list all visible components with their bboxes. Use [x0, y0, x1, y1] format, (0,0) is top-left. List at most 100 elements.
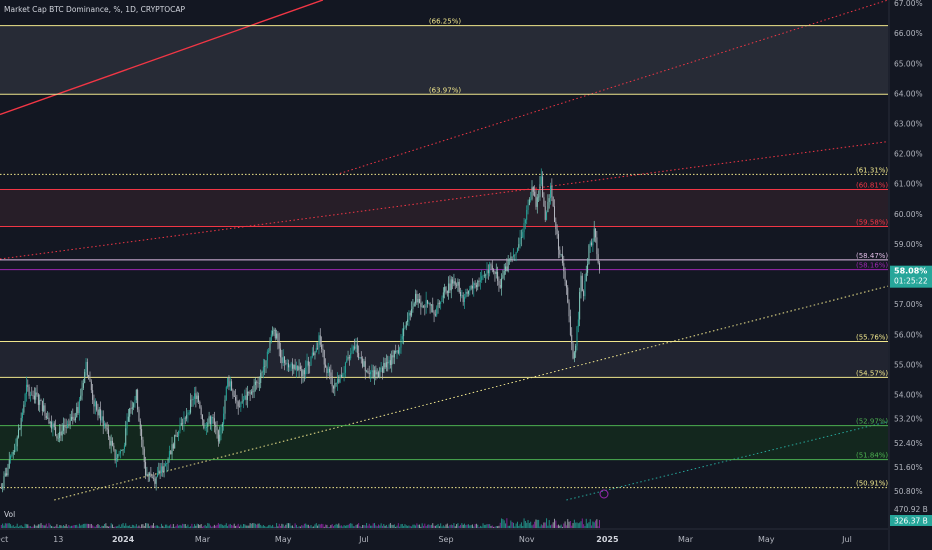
candle-body: [178, 430, 180, 437]
volume-bar: [219, 524, 221, 528]
candle-body: [102, 416, 104, 426]
candle-body: [265, 360, 267, 367]
candle-body: [28, 387, 30, 396]
candle-body: [474, 283, 476, 285]
volume-bar: [48, 523, 50, 528]
candle-body: [509, 259, 511, 261]
level-label: (60.81%): [856, 181, 888, 189]
volume-bar: [551, 524, 553, 528]
time-tick-label: Jul: [358, 535, 369, 544]
volume-bar: [437, 523, 439, 528]
candle-body: [289, 365, 291, 368]
volume-bar: [8, 523, 10, 528]
candle-body: [266, 351, 268, 361]
candle-body: [376, 372, 378, 375]
candle-body: [23, 404, 25, 413]
volume-bar: [575, 522, 577, 528]
candle-body: [143, 448, 145, 463]
candle-body: [539, 184, 541, 197]
candle-body: [141, 429, 143, 440]
time-tick-label: Sep: [438, 535, 453, 544]
volume-bar: [39, 524, 41, 528]
candle-body: [560, 254, 562, 255]
time-tick-label: Oct: [0, 535, 8, 544]
candle-body: [77, 407, 79, 413]
candle-body: [276, 333, 278, 339]
price-countdown: 01:25:22: [894, 277, 928, 286]
volume-bar: [65, 524, 67, 528]
candle-body: [98, 409, 100, 416]
candle-body: [273, 329, 275, 331]
volume-bar: [449, 525, 451, 528]
volume-bar: [536, 519, 538, 528]
time-tick-label: May: [275, 535, 292, 544]
candle-body: [559, 249, 561, 255]
volume-bar: [307, 524, 309, 528]
volume-bar: [195, 525, 197, 528]
volume-bar: [150, 525, 152, 528]
candle-body: [343, 372, 345, 375]
volume-bar: [429, 525, 431, 528]
candle-body: [78, 399, 80, 413]
volume-bar: [543, 522, 545, 528]
candle-body: [133, 403, 135, 408]
volume-bar: [184, 524, 186, 528]
volume-bar: [260, 524, 262, 528]
candle-body: [364, 361, 366, 372]
candle-body: [142, 439, 144, 449]
volume-bar: [289, 523, 291, 528]
volume-bar: [585, 518, 587, 528]
volume-bar: [86, 523, 88, 528]
price-tick-label: 63.00%: [894, 119, 923, 128]
price-tick-label: 57.00%: [894, 300, 923, 309]
volume-bar: [424, 523, 426, 528]
candle-body: [25, 384, 27, 394]
candle-body: [45, 415, 47, 418]
volume-bar: [14, 526, 16, 528]
level-label: (50.91%): [856, 480, 888, 488]
volume-bar: [453, 523, 455, 528]
candle-body: [487, 270, 489, 274]
candle-body: [540, 176, 542, 185]
candle-body: [544, 206, 546, 220]
price-tick-label: 60.00%: [894, 210, 923, 219]
candle-body: [290, 363, 292, 366]
candle-body: [126, 421, 128, 429]
volume-bar: [97, 524, 99, 528]
volume-bar: [32, 526, 34, 528]
candle-body: [3, 476, 5, 487]
candle-body: [567, 287, 569, 303]
volume-bar: [147, 523, 149, 528]
volume-bar: [346, 525, 348, 528]
volume-bar: [542, 525, 544, 528]
candle-body: [396, 350, 398, 353]
candle-body: [96, 401, 98, 410]
level-label: (61.31%): [856, 166, 888, 174]
candle-body: [154, 478, 156, 484]
candle-body: [486, 270, 488, 275]
volume-bar: [339, 525, 341, 528]
volume-bar: [530, 521, 532, 528]
candle-body: [134, 400, 136, 404]
candle-body: [491, 265, 493, 270]
volume-bar: [466, 524, 468, 528]
candle-body: [115, 457, 117, 461]
candle-body: [60, 431, 62, 436]
candle-body: [84, 371, 86, 384]
candle-body: [86, 361, 88, 376]
volume-bar: [334, 524, 336, 528]
candle-body: [64, 425, 66, 428]
candle-body: [139, 421, 141, 430]
volume-bar: [93, 526, 95, 528]
price-tick-label: 56.00%: [894, 330, 923, 339]
volume-bar: [288, 523, 290, 528]
candle-body: [183, 417, 185, 424]
volume-bar: [298, 526, 300, 528]
candle-body: [90, 381, 92, 391]
volume-bar: [396, 525, 398, 528]
volume-bar: [243, 524, 245, 528]
volume-bar: [491, 525, 493, 528]
candle-body: [74, 417, 76, 421]
volume-bar: [141, 524, 143, 528]
